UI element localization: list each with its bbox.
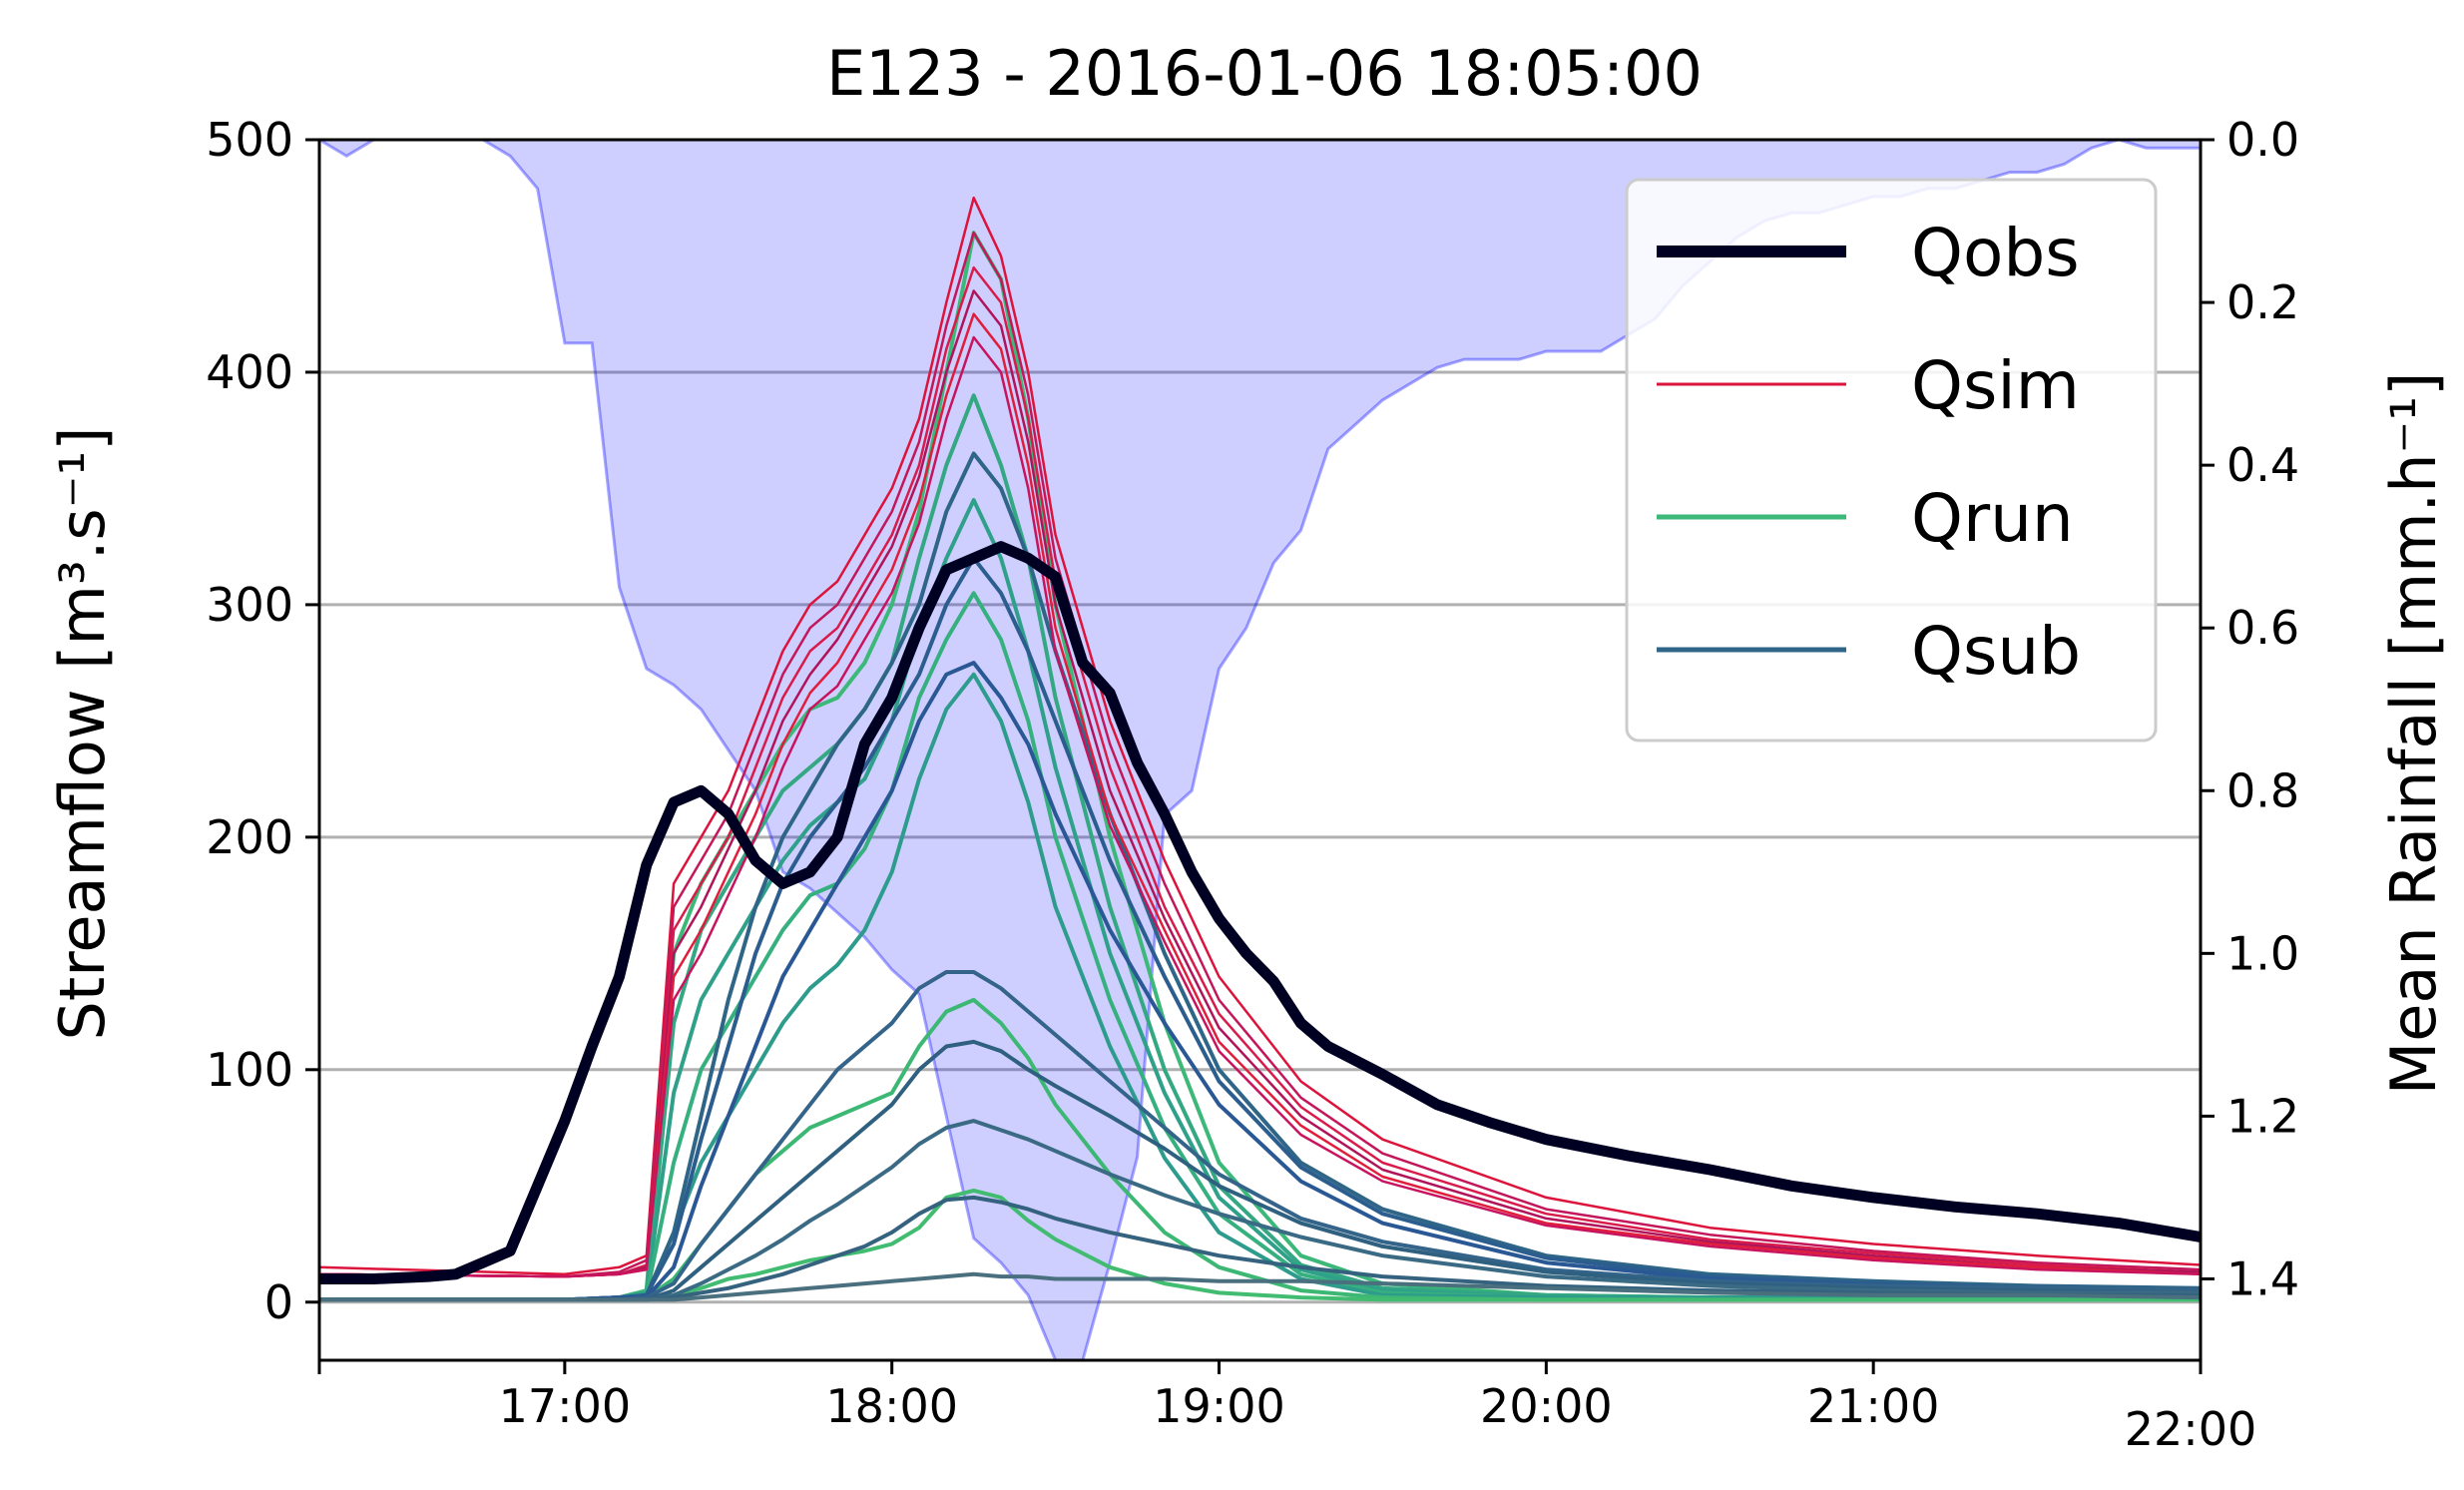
legend-label-qsim: Qsim [1911, 347, 2080, 424]
series-qrun [319, 672, 2201, 1302]
series-qsub [319, 1195, 2201, 1302]
y2-tick-label: 1.0 [2226, 926, 2299, 980]
x-tick-label: 19:00 [1153, 1379, 1285, 1433]
series-qrun [319, 1188, 2201, 1302]
y2-tick-label: 1.2 [2226, 1089, 2299, 1143]
y2-tick-label: 0.4 [2226, 438, 2299, 492]
y2-tick-label: 1.4 [2226, 1251, 2299, 1305]
series-qsub [319, 556, 2202, 1302]
x-tick-label: 17:00 [499, 1379, 632, 1433]
series-qsim [318, 335, 2202, 1278]
series-qsim [318, 312, 2202, 1278]
series-qsub [319, 661, 2202, 1302]
y-tick-label: 0 [264, 1275, 293, 1329]
series-qsub [319, 1039, 2202, 1302]
x-tick-label: 18:00 [825, 1379, 958, 1433]
y-tick-label: 400 [206, 345, 293, 399]
series-qsim [318, 231, 2202, 1278]
axes: 0 100 200 300 400 500 0.0 0.2 0.4 0.6 0.8 1.0 1.2 1.4… [206, 113, 2299, 1456]
y2-tick-label: 0.6 [2226, 601, 2299, 655]
y2-axis-label: Mean Rainfall [mm.h⁻¹] [2377, 372, 2450, 1096]
legend-box [1625, 178, 2158, 743]
series-qobs [319, 541, 2202, 1284]
series-qsim [318, 265, 2202, 1278]
y2-tick-label: 0.0 [2226, 113, 2299, 167]
x-tick-label: 22:00 [2125, 1402, 2257, 1456]
x-tick-label: 20:00 [1480, 1379, 1613, 1433]
series-lines [318, 196, 2202, 1302]
series-qsim [318, 196, 2202, 1276]
x-tick-label: 21:00 [1807, 1379, 1940, 1433]
y-tick-label: 200 [206, 810, 293, 864]
y2-tick-label: 0.8 [2226, 763, 2299, 817]
legend: Qobs Qsim Qrun Qsub [1625, 178, 2158, 743]
series-qsub [319, 970, 2202, 1302]
series-qsub [319, 1119, 2201, 1302]
y-tick-label: 300 [206, 578, 293, 632]
y-tick-label: 500 [206, 113, 293, 167]
y-tick-label: 100 [206, 1043, 293, 1097]
series-qsim [318, 289, 2202, 1278]
series-qsub [319, 1271, 2202, 1302]
legend-label-qrun: Qrun [1911, 480, 2074, 557]
series-qrun [319, 393, 2201, 1302]
plot-frame [317, 138, 2203, 1362]
y-axis-label: Streamflow [m³.s⁻¹] [46, 427, 119, 1041]
rainfall-fill [319, 140, 2201, 1360]
legend-label-qsub: Qsub [1911, 613, 2081, 690]
legend-label-qobs: Qobs [1911, 215, 2080, 291]
chart-title: E123 - 2016-01-06 18:05:00 [826, 37, 1703, 110]
series-qsub [319, 451, 2202, 1302]
y2-tick-label: 0.2 [2226, 275, 2299, 329]
